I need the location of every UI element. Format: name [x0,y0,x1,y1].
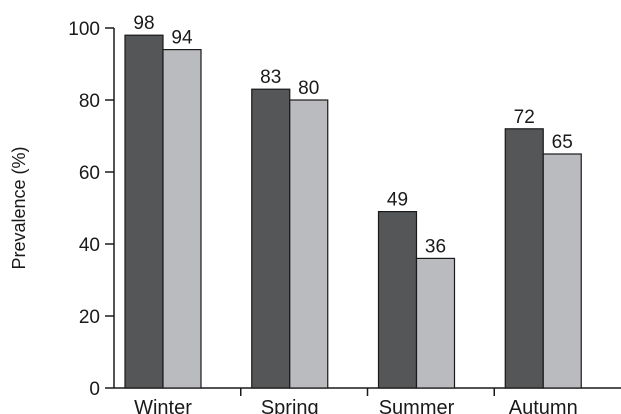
bar [124,34,164,389]
y-tick-label: 60 [79,163,100,184]
y-tick-label: 20 [79,307,100,328]
value-labels: 98 94 83 80 49 36 72 65 [133,13,572,257]
category-label: Autumn [509,397,578,414]
bar [504,128,544,389]
y-tick-label: 40 [79,235,100,256]
y-tick-label: 100 [68,19,100,40]
bar [289,99,329,389]
y-tick-label: 0 [89,379,100,400]
bar [542,153,582,389]
y-axis-title: Prevalence (%) [9,146,29,269]
category-label: Summer [379,397,455,414]
bar-value-label: 36 [425,236,446,257]
y-ticks: 0 20 40 60 80 100 [68,19,114,400]
bar-value-label: 94 [171,28,193,49]
bar-value-label: 49 [387,190,408,211]
bars [124,34,582,396]
category-label: Winter [134,397,192,414]
bar [162,48,202,389]
bar [377,211,418,389]
bar [415,257,456,389]
bar [251,88,291,389]
bar-value-label: 83 [260,67,281,88]
category-label: Spring [261,397,319,414]
bar-value-label: 65 [552,132,573,153]
bar-value-label: 80 [298,78,319,99]
bar-value-label: 98 [133,13,154,34]
category-labels: Winter Spring Summer Autumn [134,397,578,414]
y-tick-label: 80 [79,91,100,112]
bar-value-label: 72 [514,107,535,128]
